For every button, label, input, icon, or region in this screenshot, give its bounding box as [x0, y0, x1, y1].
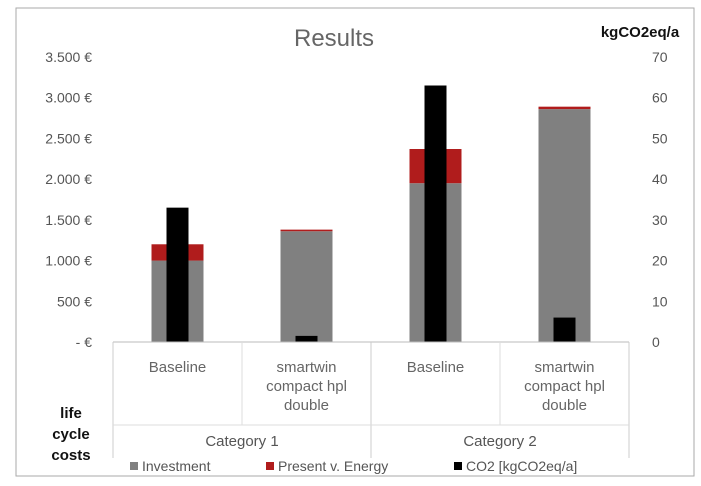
chart-border	[15, 7, 695, 477]
category-label: double	[284, 397, 329, 414]
left-tick-label: 500 €	[57, 293, 92, 309]
legend-label: Present v. Energy	[278, 458, 388, 474]
legend-label: Investment	[142, 458, 211, 474]
right-tick-label: 50	[652, 130, 668, 146]
legend-label: CO2 [kgCO2eq/a]	[466, 458, 577, 474]
left-tick-label: 2.500 €	[45, 130, 92, 146]
right-tick-label: 40	[652, 171, 668, 187]
left-tick-label: 1.500 €	[45, 212, 92, 228]
co2-bar	[553, 317, 576, 342]
left-axis-label-word: life	[60, 405, 82, 422]
right-tick-label: 10	[652, 293, 668, 309]
legend-swatch	[454, 462, 462, 470]
right-tick-label: 60	[652, 90, 668, 106]
legend-swatch	[130, 462, 138, 470]
left-tick-label: 3.500 €	[45, 49, 92, 65]
co2-bar	[166, 207, 189, 342]
bars	[151, 85, 591, 342]
left-axis-label: life cycle costs	[51, 405, 90, 464]
category-label: smartwin	[534, 359, 594, 376]
energy-bar	[538, 106, 591, 110]
co2-bar	[424, 85, 447, 342]
category-label: smartwin	[276, 359, 336, 376]
co2-bar	[295, 335, 318, 342]
group-label: Category 2	[463, 433, 536, 450]
right-tick-label: 30	[652, 212, 668, 228]
investment-bar	[538, 109, 591, 342]
right-tick-label: 20	[652, 253, 668, 269]
left-tick-label: 1.000 €	[45, 253, 92, 269]
legend-swatch	[266, 462, 274, 470]
right-tick-label: 70	[652, 49, 668, 65]
category-label: double	[542, 397, 587, 414]
legend: Investment Present v. Energy CO2 [kgCO2eq/…	[130, 458, 577, 474]
right-axis-ticks: 70 60 50 40 30 20 10 0	[652, 49, 668, 350]
left-tick-label: 3.000 €	[45, 90, 92, 106]
left-axis-label-word: costs	[51, 447, 90, 464]
right-tick-label: 0	[652, 334, 660, 350]
right-axis-unit-label: kgCO2eq/a	[601, 24, 680, 41]
left-tick-label: - €	[76, 334, 93, 350]
category-label: Baseline	[149, 359, 207, 376]
category-label: compact hpl	[524, 378, 605, 395]
left-axis-ticks: 3.500 € 3.000 € 2.500 € 2.000 € 1.500 € 1.000…	[45, 49, 92, 350]
investment-bar	[280, 231, 333, 342]
category-label: Baseline	[407, 359, 465, 376]
energy-bar	[280, 229, 333, 232]
group-label: Category 1	[205, 433, 278, 450]
left-tick-label: 2.000 €	[45, 171, 92, 187]
left-axis-label-word: cycle	[52, 426, 90, 443]
category-axis: Baseline smartwin compact hpl double Baselin…	[112, 341, 630, 458]
chart-title: Results	[294, 25, 374, 52]
category-label: compact hpl	[266, 378, 347, 395]
